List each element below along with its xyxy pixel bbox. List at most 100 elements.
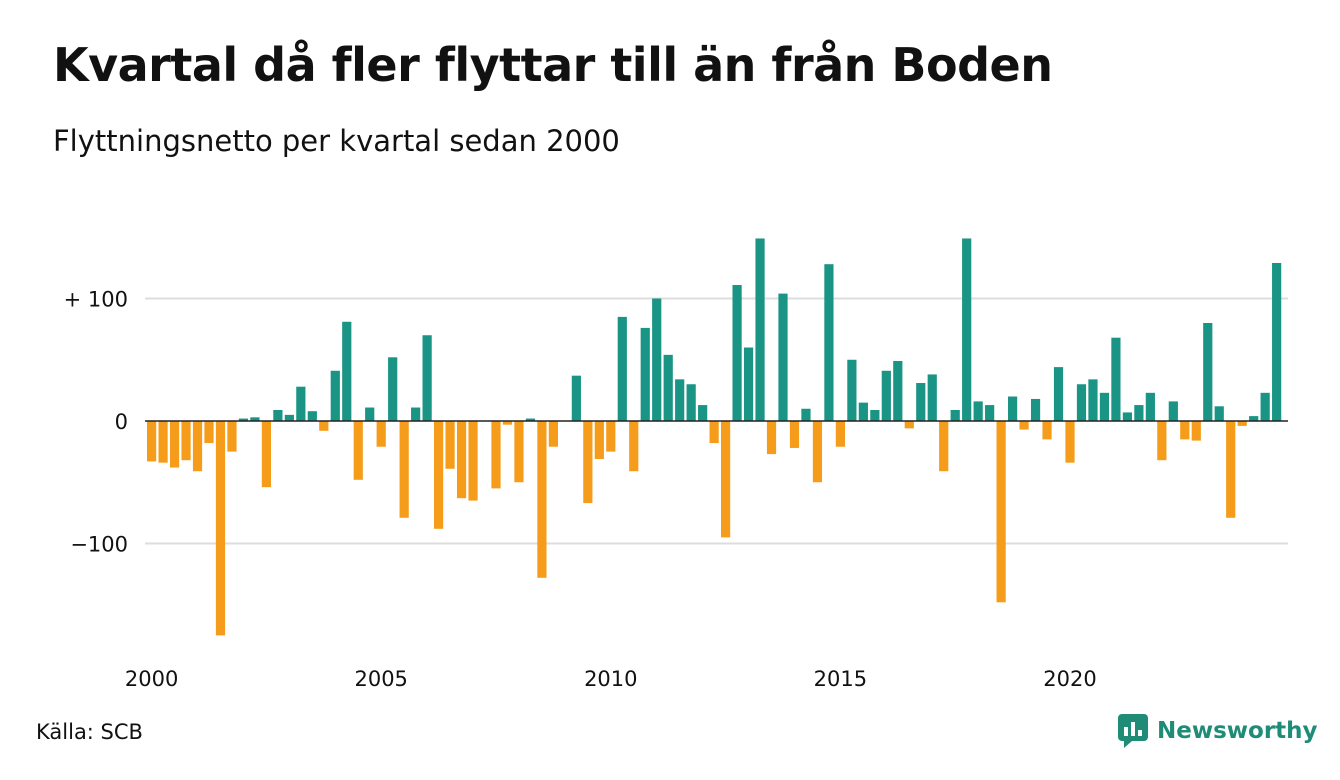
bar (927, 374, 937, 421)
bar (812, 421, 823, 483)
bar (273, 409, 283, 422)
y-tick-label: 0 (115, 410, 128, 434)
brand-name: Newsworthy (1157, 718, 1318, 744)
bar (1076, 384, 1087, 421)
bar (1214, 406, 1224, 421)
bar (261, 421, 271, 488)
x-tick-label: 2000 (125, 667, 178, 691)
bar (1191, 421, 1201, 441)
bar (1122, 412, 1132, 422)
bar (1157, 421, 1167, 461)
bar (904, 421, 914, 429)
bar (1226, 421, 1236, 518)
y-tick-label: + 100 (64, 288, 128, 312)
bar (169, 421, 180, 468)
bar (663, 354, 673, 421)
bar (985, 405, 995, 421)
bar (250, 417, 260, 421)
bar (514, 421, 524, 483)
y-axis-tick-labels: + 100 0 −100 (64, 288, 128, 557)
bar (1030, 398, 1041, 421)
chart-subtitle: Flyttningsnetto per kvartal sedan 2000 (53, 124, 620, 158)
bar (1099, 392, 1110, 421)
bar (858, 402, 868, 422)
bar (365, 407, 375, 421)
bar (376, 421, 386, 447)
bar (353, 421, 363, 480)
bar (181, 421, 191, 461)
bar (238, 418, 249, 421)
bar (468, 421, 478, 501)
bar (445, 421, 455, 469)
bar (1042, 421, 1052, 440)
bar (1237, 421, 1247, 426)
bar (1272, 262, 1282, 422)
bar (916, 383, 926, 421)
bar (824, 264, 834, 421)
bar (881, 370, 891, 421)
bar (537, 421, 547, 578)
bar (1065, 421, 1075, 463)
y-tick-label: −100 (70, 533, 128, 557)
bar (870, 409, 880, 422)
bar (732, 285, 742, 421)
bar (583, 421, 593, 504)
bar (456, 421, 467, 499)
bar (1019, 421, 1029, 430)
bars (147, 238, 1282, 636)
x-tick-label: 2020 (1043, 667, 1096, 691)
bar (939, 421, 949, 472)
bar (548, 421, 558, 447)
bar (571, 375, 581, 422)
bar (1053, 367, 1064, 421)
bar (147, 421, 157, 462)
bar (215, 421, 226, 636)
bar (422, 335, 432, 421)
brand-logo[interactable]: Newsworthy (1118, 713, 1318, 749)
bar (411, 407, 421, 421)
bar (801, 408, 811, 421)
bar (709, 421, 719, 444)
x-tick-label: 2015 (814, 667, 867, 691)
x-tick-label: 2010 (584, 667, 637, 691)
gridlines (145, 297, 1288, 545)
x-axis-tick-labels: 2000 2005 2010 2015 2020 (125, 667, 1097, 691)
bar (893, 360, 903, 422)
bar (342, 321, 352, 421)
bar (996, 421, 1006, 603)
bar (525, 418, 536, 421)
bar (330, 370, 340, 421)
bar (1145, 392, 1155, 421)
bar (1249, 416, 1259, 421)
bar (1008, 396, 1018, 421)
bar (973, 401, 983, 421)
bar (1260, 392, 1270, 421)
bar (399, 421, 409, 518)
bar (296, 386, 306, 421)
bar (192, 421, 203, 472)
bar (778, 293, 788, 421)
bar (388, 357, 398, 421)
bar (204, 421, 214, 444)
bar (1134, 405, 1144, 421)
bar (1088, 379, 1098, 421)
bar (950, 409, 960, 422)
bar (227, 421, 237, 452)
bar (606, 421, 616, 452)
bar (755, 238, 765, 421)
bar (743, 347, 754, 421)
bar (698, 405, 708, 421)
x-tick-label: 2005 (354, 667, 407, 691)
bar (319, 421, 329, 431)
bar (675, 379, 685, 421)
bar (1180, 421, 1190, 440)
bar (962, 238, 972, 421)
bar (652, 298, 662, 421)
bar (789, 421, 800, 448)
bar (1203, 323, 1213, 421)
bar (1168, 401, 1178, 421)
bar (284, 414, 294, 422)
newsworthy-logo-icon (1118, 714, 1148, 748)
bar (847, 359, 857, 421)
